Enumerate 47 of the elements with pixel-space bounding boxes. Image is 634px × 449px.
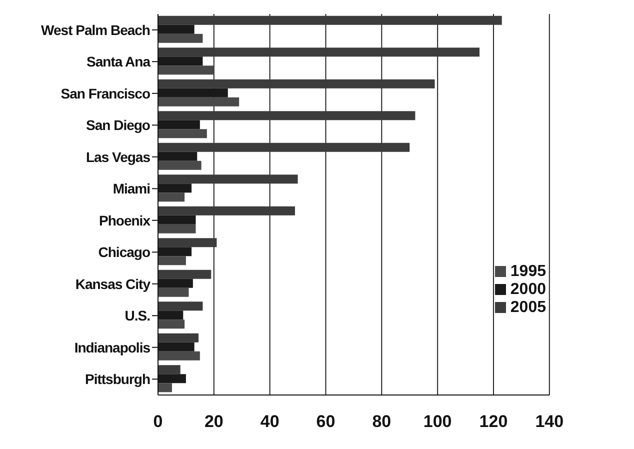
legend-label: 1995 — [510, 263, 546, 280]
bar — [158, 111, 416, 120]
x-tick-label: 0 — [153, 412, 163, 432]
y-tick-label: U.S. — [124, 308, 150, 324]
bar — [158, 224, 196, 234]
y-tick-label: San Francisco — [60, 85, 150, 102]
x-tick-label: 60 — [316, 412, 336, 432]
x-tick-label: 20 — [204, 412, 224, 432]
bar — [158, 333, 199, 342]
bar — [158, 288, 189, 297]
y-tick-label: Las Vegas — [86, 148, 151, 165]
y-tick-label: Kansas City — [75, 276, 151, 292]
bar — [158, 365, 180, 374]
bar — [158, 16, 502, 25]
bar — [158, 142, 410, 152]
bar — [158, 66, 214, 75]
bar — [158, 320, 185, 329]
bar — [158, 48, 480, 57]
bar — [158, 34, 203, 43]
bar — [158, 351, 200, 360]
y-tick-label: Pittsburgh — [85, 371, 150, 388]
y-tick-label: Chicago — [98, 244, 150, 260]
bar — [158, 174, 298, 184]
bar — [158, 160, 202, 170]
bar — [158, 129, 207, 138]
bar — [158, 238, 217, 248]
y-tick-label: Phoenix — [99, 212, 151, 228]
y-tick-label: Santa Ana — [86, 54, 151, 70]
bar — [158, 206, 295, 216]
x-tick-label: 100 — [423, 412, 452, 432]
bar — [158, 383, 172, 392]
y-tick-label: San Diego — [86, 117, 150, 134]
y-tick-label: Miami — [112, 180, 150, 197]
legend-label: 2000 — [510, 281, 546, 298]
x-tick-label: 80 — [372, 412, 392, 432]
x-tick-label: 120 — [479, 412, 508, 432]
legend-label: 2005 — [510, 299, 546, 316]
y-tick-label: West Palm Beach — [41, 22, 150, 38]
bar — [158, 79, 435, 88]
bar — [158, 97, 240, 106]
x-tick-label: 40 — [260, 412, 280, 432]
bar — [158, 270, 212, 279]
bar — [158, 192, 185, 202]
y-tick-label: Indianapolis — [74, 339, 151, 356]
x-tick-label: 140 — [535, 412, 564, 432]
bar — [158, 256, 186, 266]
bar — [158, 302, 203, 311]
